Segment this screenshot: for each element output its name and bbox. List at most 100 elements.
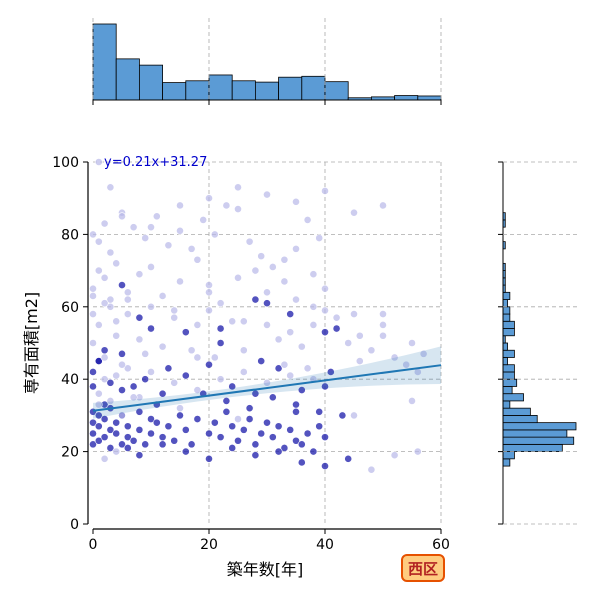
scatter-point xyxy=(94,389,103,398)
scatter-point xyxy=(379,320,387,329)
scatter-point xyxy=(390,451,399,460)
top-hist-bar xyxy=(417,95,442,101)
scatter-point xyxy=(321,284,329,293)
right-hist-bar xyxy=(502,400,511,409)
x-tick-label: 0 xyxy=(89,537,98,553)
scatter-point xyxy=(135,335,144,344)
scatter-point xyxy=(164,241,173,250)
scatter-point xyxy=(112,331,121,340)
scatter-point xyxy=(106,183,115,192)
scatter-point xyxy=(129,436,138,445)
scatter-point xyxy=(390,353,399,362)
scatter-point xyxy=(350,208,358,217)
scatter-point xyxy=(297,386,306,394)
scatter-point xyxy=(164,422,173,431)
scatter-point xyxy=(379,201,387,210)
scatter-point xyxy=(123,295,132,304)
scatter-point xyxy=(141,375,150,384)
scatter-point xyxy=(263,190,271,199)
scatter-point xyxy=(112,447,121,456)
scatter-point xyxy=(321,382,329,391)
scatter-point xyxy=(292,295,300,304)
scatter-point xyxy=(408,339,416,347)
scatter-point xyxy=(286,310,295,318)
scatter-point xyxy=(89,310,97,318)
scatter-point xyxy=(205,429,213,438)
scatter-point xyxy=(263,378,271,387)
scatter-point xyxy=(303,216,312,224)
scatter-point xyxy=(216,339,225,347)
region-badge: 西区 xyxy=(401,554,445,582)
scatter-point xyxy=(158,292,167,300)
scatter-point xyxy=(106,295,115,304)
scatter-point xyxy=(251,451,260,460)
top-hist-bar xyxy=(92,23,117,101)
right-hist-bar xyxy=(502,407,531,416)
scatter-point xyxy=(100,433,109,442)
scatter-point xyxy=(216,433,225,442)
scatter-point xyxy=(355,331,364,340)
scatter-point xyxy=(216,375,225,384)
scatter-point xyxy=(292,436,300,445)
y-tick-label: 60 xyxy=(61,300,79,316)
scatter-point xyxy=(141,440,150,449)
scatter-point xyxy=(257,429,266,438)
scatter-point xyxy=(222,397,231,405)
scatter-point xyxy=(274,364,283,373)
scatter-point xyxy=(176,404,184,413)
scatter-point xyxy=(170,306,179,315)
scatter-point xyxy=(321,462,329,470)
scatter-point xyxy=(274,447,283,456)
right-hist-bar xyxy=(502,371,515,380)
scatter-point xyxy=(344,339,353,347)
scatter-point xyxy=(216,299,225,308)
scatter-point xyxy=(94,237,103,246)
scatter-point xyxy=(274,422,283,431)
scatter-point xyxy=(239,368,248,376)
scatter-point xyxy=(100,346,109,355)
top-histogram xyxy=(92,23,442,105)
top-hist-bar xyxy=(138,64,163,101)
scatter-point xyxy=(274,335,283,344)
scatter-point xyxy=(205,360,213,369)
scatter-point xyxy=(292,407,300,416)
regression-equation: y=0.21x+31.27 xyxy=(104,155,207,170)
scatter-point xyxy=(147,429,155,438)
scatter-point xyxy=(158,440,167,449)
scatter-point xyxy=(89,382,97,391)
scatter-point xyxy=(112,418,121,427)
right-hist-bar xyxy=(502,328,515,337)
scatter-point xyxy=(193,386,202,394)
scatter-point xyxy=(112,371,121,380)
scatter-point xyxy=(158,433,167,442)
scatter-point xyxy=(118,360,126,369)
scatter-point xyxy=(118,349,126,358)
right-hist-bar xyxy=(502,299,508,308)
right-hist-bar xyxy=(502,357,508,366)
scatter-point xyxy=(199,216,208,224)
scatter-point xyxy=(309,270,318,279)
scatter-point xyxy=(205,288,213,297)
y-tick-label: 0 xyxy=(70,517,79,533)
scatter-point xyxy=(89,339,97,347)
regression-confidence-band xyxy=(93,346,441,419)
scatter-point xyxy=(158,342,167,351)
regression-line xyxy=(92,364,442,412)
scatter-point xyxy=(89,292,97,300)
scatter-point xyxy=(118,212,126,221)
top-hist-bar xyxy=(278,76,303,101)
scatter-point xyxy=(338,411,347,420)
right-hist-bar xyxy=(502,436,575,445)
scatter-point xyxy=(332,313,341,322)
regression-group xyxy=(92,346,442,419)
scatter-point xyxy=(94,400,103,409)
scatter-point xyxy=(286,328,295,337)
scatter-point xyxy=(297,440,306,449)
right-hist-bar xyxy=(502,291,511,300)
scatter-point xyxy=(94,266,103,275)
top-hist-bar xyxy=(208,74,233,101)
x-tick-label: 20 xyxy=(200,537,218,553)
scatter-point xyxy=(408,397,416,405)
top-hist-bar xyxy=(324,81,349,101)
